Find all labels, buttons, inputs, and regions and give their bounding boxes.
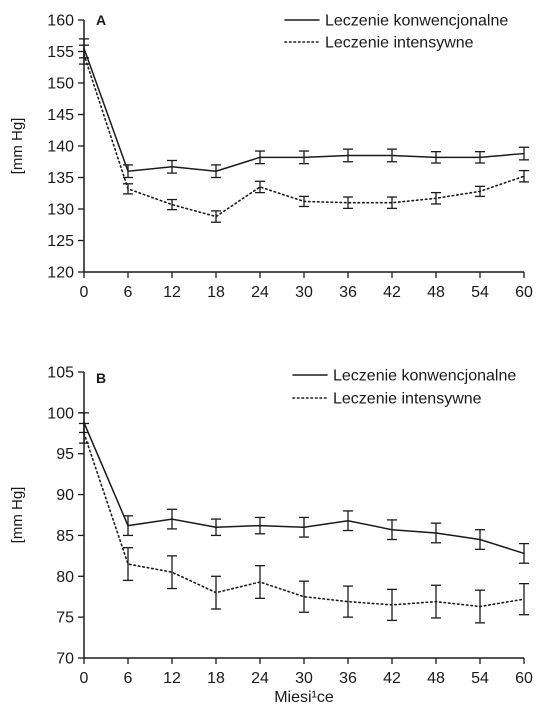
- y-tick-label: 75: [56, 610, 74, 627]
- error-bar: [431, 151, 441, 164]
- x-tick-label: 6: [124, 670, 133, 687]
- error-bar: [299, 580, 309, 613]
- y-axis-label: [mm Hg]: [9, 118, 26, 175]
- y-tick-label: 140: [47, 139, 74, 156]
- x-tick-label: 0: [80, 284, 89, 301]
- y-tick-label: 155: [47, 44, 74, 61]
- x-tick-label: 36: [339, 284, 357, 301]
- x-tick-label: 30: [295, 284, 313, 301]
- x-tick-label: 30: [295, 670, 313, 687]
- x-tick-label: 42: [383, 284, 401, 301]
- error-bar: [343, 585, 353, 618]
- x-tick-label: 18: [207, 284, 225, 301]
- y-axis-label: [mm Hg]: [9, 487, 26, 544]
- error-bar: [255, 150, 265, 165]
- y-tick-label: 100: [47, 405, 74, 422]
- error-bar: [343, 196, 353, 210]
- x-tick-label: 42: [383, 670, 401, 687]
- y-tick-label: 70: [56, 651, 74, 668]
- error-bar: [299, 150, 309, 165]
- error-bar: [387, 148, 397, 163]
- x-tick-label: 60: [515, 284, 533, 301]
- panel-b-chart: 70 75 80 85 90 95 100 105 0 6 12 18 24 30 36 42 48 54 60 [m…: [9, 365, 533, 707]
- y-tick-label: 150: [47, 76, 74, 93]
- series-line-intensywne: [83, 432, 525, 608]
- error-bar: [167, 198, 177, 211]
- error-bar: [475, 589, 485, 624]
- error-bar: [123, 164, 133, 179]
- error-bar: [255, 180, 265, 194]
- x-tick-label: 60: [515, 670, 533, 687]
- error-bar: [299, 516, 309, 538]
- error-bar: [519, 169, 529, 183]
- x-tick-label: 24: [251, 670, 269, 687]
- legend-label: Leczenie konwencjonalne: [325, 13, 508, 30]
- legend-label: Leczenie intensywne: [325, 35, 474, 52]
- error-bar: [387, 196, 397, 210]
- error-bar: [387, 519, 397, 541]
- x-tick-label: 48: [427, 670, 445, 687]
- error-bar: [167, 508, 177, 530]
- x-tick-label: 12: [163, 284, 181, 301]
- y-tick-label: 130: [47, 202, 74, 219]
- error-bar: [475, 185, 485, 198]
- error-bar: [343, 148, 353, 163]
- x-tick-label: 54: [471, 670, 489, 687]
- x-tick-label: 12: [163, 670, 181, 687]
- legend-label: Leczenie intensywne: [333, 391, 482, 408]
- y-tick-label: 120: [47, 265, 74, 282]
- x-tick-label: 24: [251, 284, 269, 301]
- error-bar: [431, 191, 441, 205]
- error-bar: [431, 584, 441, 619]
- error-bar: [167, 159, 177, 174]
- panel-a-chart: 120 125 130 135 140 145 150 155 160 0 6 12 18 24 30 36 4…: [9, 12, 533, 301]
- x-axis-label: Miesi¹ce: [274, 689, 334, 706]
- error-bar: [519, 146, 529, 161]
- y-tick-label: 85: [56, 528, 74, 545]
- y-tick-label: 125: [47, 233, 74, 250]
- error-bar: [211, 210, 221, 223]
- error-bar: [299, 195, 309, 208]
- error-bar: [123, 515, 133, 537]
- y-tick-label: 160: [47, 13, 74, 30]
- error-bar: [211, 518, 221, 537]
- error-bar: [123, 547, 133, 582]
- error-bar: [123, 183, 133, 195]
- error-bar: [519, 582, 529, 616]
- x-tick-label: 18: [207, 670, 225, 687]
- error-bar: [211, 164, 221, 179]
- error-bar: [211, 575, 221, 610]
- y-tick-label: 90: [56, 487, 74, 504]
- x-tick-label: 36: [339, 670, 357, 687]
- error-bar: [255, 565, 265, 599]
- y-tick-label: 80: [56, 569, 74, 586]
- x-tick-label: 6: [124, 284, 133, 301]
- panel-label: A: [96, 12, 106, 28]
- error-bar: [475, 151, 485, 164]
- y-tick-label: 135: [47, 170, 74, 187]
- error-bar: [255, 516, 265, 535]
- error-bar: [79, 422, 89, 444]
- error-bar: [79, 44, 89, 65]
- x-tick-label: 54: [471, 284, 489, 301]
- error-bar: [519, 542, 529, 564]
- x-tick-label: 48: [427, 284, 445, 301]
- x-tick-label: 0: [80, 670, 89, 687]
- panel-label: B: [96, 370, 106, 386]
- legend-label: Leczenie konwencjonalne: [333, 368, 516, 385]
- error-bar: [431, 522, 441, 544]
- y-tick-label: 95: [56, 446, 74, 463]
- error-bar: [387, 588, 397, 622]
- error-bar: [343, 510, 353, 532]
- error-bar: [167, 555, 177, 590]
- error-bar: [475, 529, 485, 550]
- y-tick-label: 105: [47, 365, 74, 382]
- series-line-intensywne: [83, 53, 525, 218]
- y-tick-label: 145: [47, 107, 74, 124]
